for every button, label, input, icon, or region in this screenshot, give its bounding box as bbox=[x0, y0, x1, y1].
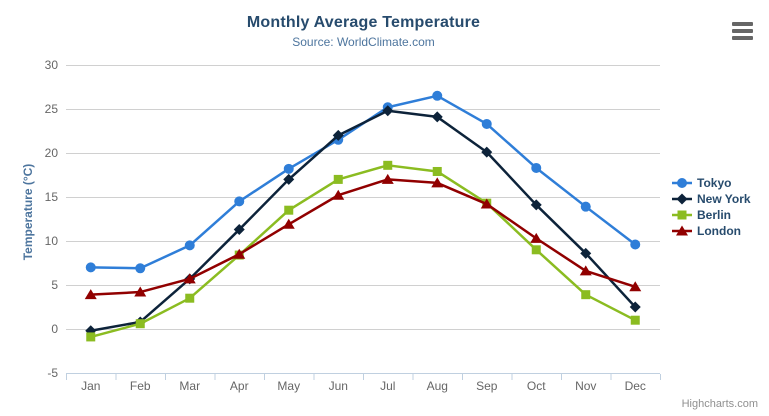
data-point-marker[interactable] bbox=[135, 263, 146, 274]
legend-label: London bbox=[697, 224, 741, 238]
legend-symbol-marker[interactable] bbox=[676, 193, 688, 205]
data-point-marker[interactable] bbox=[630, 239, 641, 250]
x-axis-tick-label: Sep bbox=[476, 379, 498, 393]
data-point-marker[interactable] bbox=[629, 301, 641, 313]
x-axis: Jan Feb Mar Apr May Jun Jul Aug Sep Oct Nov Dec bbox=[66, 373, 661, 393]
legend-item-new-york[interactable]: New York bbox=[672, 193, 751, 205]
y-axis-tick-label: 15 bbox=[45, 190, 59, 204]
circle-legend-symbol-icon bbox=[672, 178, 692, 188]
legend-item-london[interactable]: London bbox=[672, 225, 751, 237]
square-legend-symbol-icon bbox=[672, 210, 692, 220]
legend-item-tokyo[interactable]: Tokyo bbox=[672, 177, 751, 189]
data-point-marker[interactable] bbox=[283, 173, 295, 185]
legend-item-berlin[interactable]: Berlin bbox=[672, 209, 751, 221]
hamburger-bar bbox=[732, 29, 753, 33]
y-axis-tick-label: 25 bbox=[45, 102, 59, 116]
data-point-marker[interactable] bbox=[580, 201, 591, 212]
legend-label: New York bbox=[697, 192, 751, 206]
y-axis-labels: -5 0 5 10 15 20 25 30 bbox=[45, 58, 59, 380]
legend-symbol-marker[interactable] bbox=[676, 225, 688, 236]
x-axis-tick-label: Mar bbox=[179, 379, 200, 393]
data-point-marker[interactable] bbox=[332, 189, 345, 200]
x-axis-tick-label: Dec bbox=[625, 379, 646, 393]
x-axis-tick-label: Apr bbox=[230, 379, 249, 393]
data-point-marker[interactable] bbox=[183, 273, 196, 284]
data-point-marker[interactable] bbox=[481, 146, 493, 158]
data-point-marker[interactable] bbox=[629, 281, 642, 292]
data-point-marker[interactable] bbox=[381, 173, 394, 184]
data-point-marker[interactable] bbox=[530, 199, 542, 211]
y-axis-tick-label: 20 bbox=[45, 146, 59, 160]
data-point-marker[interactable] bbox=[630, 315, 640, 325]
y-axis-tick-label: -5 bbox=[47, 366, 58, 380]
x-axis-tick-label: Jul bbox=[380, 379, 395, 393]
series-line bbox=[89, 109, 637, 333]
data-point-marker[interactable] bbox=[233, 248, 246, 259]
data-point-marker[interactable] bbox=[134, 286, 147, 297]
series-line bbox=[89, 178, 637, 296]
x-axis-tick-label: Aug bbox=[427, 379, 448, 393]
series-london[interactable] bbox=[84, 173, 642, 300]
data-point-marker[interactable] bbox=[333, 174, 343, 184]
data-point-marker[interactable] bbox=[382, 105, 394, 117]
series-tokyo[interactable] bbox=[85, 90, 641, 274]
chart-title: Monthly Average Temperature bbox=[246, 14, 481, 31]
data-point-marker[interactable] bbox=[383, 160, 393, 170]
legend-label: Tokyo bbox=[697, 176, 732, 190]
data-point-marker[interactable] bbox=[282, 218, 295, 229]
chart-subtitle: Source: WorldClimate.com bbox=[292, 35, 435, 49]
hamburger-bar bbox=[732, 36, 753, 40]
series-line bbox=[89, 94, 637, 270]
y-axis-title: Temperature (°C) bbox=[21, 163, 35, 261]
x-axis-tick-label: Oct bbox=[527, 379, 546, 393]
data-point-marker[interactable] bbox=[581, 290, 591, 300]
data-point-marker[interactable] bbox=[431, 111, 443, 123]
data-point-marker[interactable] bbox=[481, 118, 492, 129]
data-point-marker[interactable] bbox=[530, 232, 543, 243]
data-point-marker[interactable] bbox=[579, 265, 592, 276]
data-point-marker[interactable] bbox=[332, 129, 344, 141]
data-point-marker[interactable] bbox=[85, 262, 96, 273]
data-point-marker[interactable] bbox=[580, 247, 592, 259]
gridlines bbox=[66, 65, 660, 374]
legend-symbol-marker[interactable] bbox=[677, 210, 687, 220]
data-point-marker[interactable] bbox=[531, 162, 542, 173]
data-point-marker[interactable] bbox=[234, 196, 245, 207]
y-axis-tick-label: 5 bbox=[51, 278, 58, 292]
data-point-marker[interactable] bbox=[432, 90, 443, 101]
x-axis-tick-label: Feb bbox=[130, 379, 151, 393]
data-point-marker[interactable] bbox=[432, 166, 442, 176]
data-point-marker[interactable] bbox=[135, 319, 145, 329]
hamburger-menu-button[interactable] bbox=[732, 22, 753, 40]
legend-label: Berlin bbox=[697, 208, 732, 222]
data-point-marker[interactable] bbox=[480, 198, 493, 209]
data-point-marker[interactable] bbox=[284, 205, 294, 215]
data-point-marker[interactable] bbox=[233, 224, 245, 236]
x-axis-tick-label: May bbox=[277, 379, 300, 393]
x-axis-tick-label: Jun bbox=[329, 379, 348, 393]
y-axis-tick-label: 10 bbox=[45, 234, 59, 248]
triangle-legend-symbol-icon bbox=[672, 225, 692, 236]
diamond-legend-symbol-icon bbox=[672, 193, 692, 205]
data-point-marker[interactable] bbox=[185, 293, 195, 303]
y-axis-tick-label: 30 bbox=[45, 58, 59, 72]
hamburger-bar bbox=[732, 22, 753, 26]
data-point-marker[interactable] bbox=[431, 177, 444, 188]
series-new-york[interactable] bbox=[85, 105, 641, 337]
series-line bbox=[89, 164, 637, 339]
data-point-marker[interactable] bbox=[86, 332, 96, 342]
x-axis-tick-label: Jan bbox=[81, 379, 100, 393]
legend: Tokyo New York Berlin London bbox=[672, 177, 751, 237]
data-point-marker[interactable] bbox=[84, 289, 97, 300]
x-axis-tick-label: Nov bbox=[575, 379, 596, 393]
y-axis-tick-label: 0 bbox=[51, 322, 58, 336]
credits-link[interactable]: Highcharts.com bbox=[681, 398, 758, 410]
data-point-marker[interactable] bbox=[531, 245, 541, 255]
data-point-marker[interactable] bbox=[184, 240, 195, 251]
data-point-marker[interactable] bbox=[283, 163, 294, 174]
legend-symbol-marker[interactable] bbox=[677, 178, 687, 188]
